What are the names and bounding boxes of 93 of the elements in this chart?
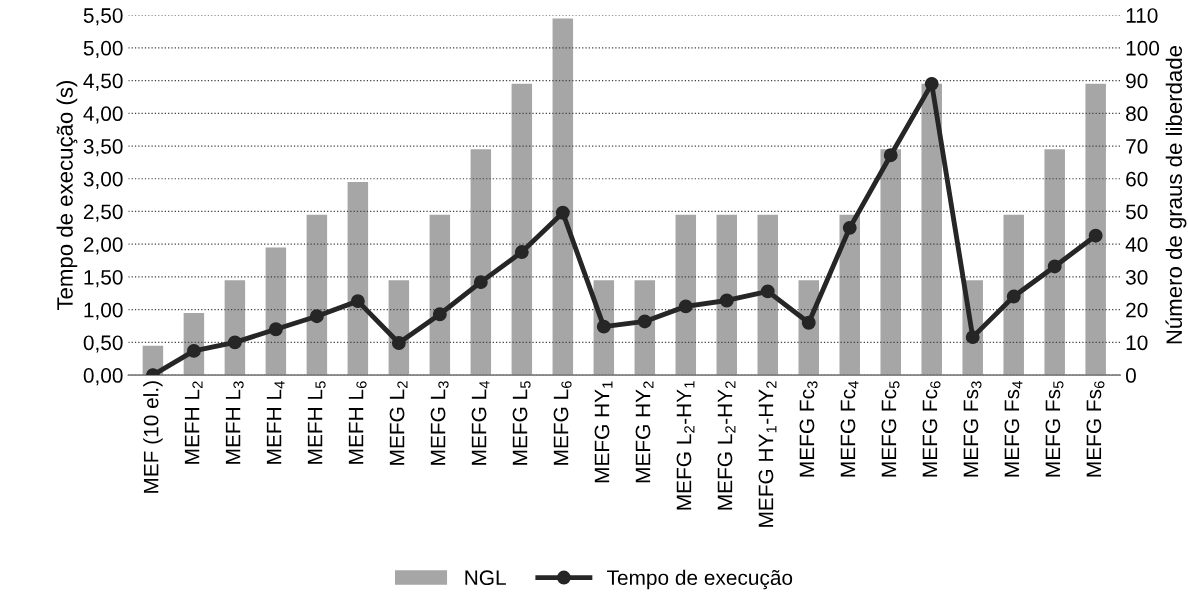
y2-tick-label: 50 bbox=[1125, 204, 1148, 220]
y2-tick-label: 40 bbox=[1125, 237, 1148, 252]
x-tick-label: MEF (10 el.) bbox=[143, 381, 163, 493]
y2-tick-label: 110 bbox=[1126, 8, 1158, 23]
bar bbox=[511, 83, 533, 376]
bar bbox=[265, 247, 287, 376]
x-tick-label: MEFG HY$_{2}$ bbox=[635, 381, 654, 483]
x-tick-label: MEFH L$_{4}$ bbox=[266, 381, 285, 464]
bar bbox=[839, 214, 860, 376]
x-tick-label: MEFH L$_{3}$ bbox=[225, 381, 244, 464]
y-tick-label: 4,50 bbox=[83, 73, 123, 91]
x-tick-label: MEFG L$_{6}$ bbox=[553, 381, 572, 465]
y2-tick-label: 10 bbox=[1126, 335, 1148, 351]
x-tick-label: MEFG Fs$_{6}$ bbox=[1086, 381, 1105, 477]
x-tick-label: MEFG L$_{2}$-HY$_{1}$ bbox=[676, 381, 695, 510]
bar bbox=[552, 18, 574, 376]
x-tick-label: MEFH L$_{2}$ bbox=[184, 381, 203, 464]
point bbox=[842, 220, 857, 235]
point bbox=[473, 275, 488, 290]
point bbox=[1006, 289, 1021, 304]
bar bbox=[757, 214, 779, 376]
y2-axis-title: Número de graus de liberdade bbox=[1165, 46, 1187, 344]
point bbox=[514, 245, 529, 259]
y2-tick-label: 100 bbox=[1126, 40, 1160, 56]
y-axis-title: Tempo de execução (s) bbox=[56, 81, 78, 311]
point bbox=[227, 335, 242, 350]
x-tick-label: MEFG L$_{4}$ bbox=[471, 380, 490, 465]
x-tick-label: MEFH L$_{6}$ bbox=[348, 381, 367, 464]
y-tick-label: 5,50 bbox=[83, 8, 123, 26]
point bbox=[719, 293, 734, 308]
y-tick-label: 3,50 bbox=[83, 139, 123, 157]
bar bbox=[1085, 83, 1106, 376]
bar bbox=[224, 280, 246, 376]
y-tick-label: 2,50 bbox=[83, 204, 123, 222]
bar bbox=[470, 149, 492, 376]
bar bbox=[1044, 149, 1065, 376]
x-tick-label: MEFH L$_{5}$ bbox=[307, 381, 326, 464]
x-tick-label: MEFG Fc$_{6}$ bbox=[922, 381, 941, 477]
y-tick-label: 1,00 bbox=[84, 302, 123, 320]
point bbox=[309, 309, 324, 324]
x-tick-label: MEFG HY$_{1}$ bbox=[594, 381, 613, 483]
bar bbox=[429, 214, 451, 376]
y-tick-label: 5,00 bbox=[83, 40, 123, 59]
y2-tick-label: 70 bbox=[1126, 139, 1148, 154]
point bbox=[391, 336, 406, 350]
point bbox=[1088, 228, 1103, 243]
y-tick-label: 2,00 bbox=[83, 237, 123, 255]
y-tick-label: 1,50 bbox=[84, 269, 123, 288]
point bbox=[555, 205, 570, 220]
y2-tick-label: 20 bbox=[1126, 302, 1148, 318]
point bbox=[965, 330, 980, 345]
point bbox=[350, 294, 365, 309]
point bbox=[186, 343, 201, 358]
point bbox=[883, 148, 898, 163]
bar bbox=[634, 280, 656, 376]
point bbox=[678, 299, 693, 314]
y2-tick-label: 30 bbox=[1125, 269, 1148, 285]
point bbox=[637, 314, 652, 329]
point bbox=[268, 322, 283, 337]
point bbox=[760, 284, 775, 299]
point bbox=[924, 76, 939, 91]
x-tick-label: MEFG L$_{2}$-HY$_{2}$ bbox=[717, 381, 736, 510]
point bbox=[596, 319, 611, 334]
bar bbox=[347, 182, 369, 376]
bar bbox=[880, 149, 901, 376]
x-tick-label: MEFG HY$_{1}$-HY$_{2}$ bbox=[758, 381, 777, 527]
x-tick-label: MEFG L$_{2}$ bbox=[389, 381, 408, 465]
y-tick-label: 3,00 bbox=[83, 171, 123, 189]
bar bbox=[675, 214, 697, 376]
point bbox=[432, 307, 447, 322]
legend-label: Tempo de execução bbox=[607, 569, 793, 590]
x-tick-label: MEFG Fc$_{5}$ bbox=[881, 381, 900, 477]
bar bbox=[306, 214, 328, 376]
x-tick-label: MEFG L$_{3}$ bbox=[430, 381, 449, 465]
bar bbox=[716, 214, 738, 376]
y2-tick-label: 0 bbox=[1125, 368, 1136, 383]
x-tick-label: MEFG Fc$_{3}$ bbox=[799, 381, 818, 477]
point bbox=[1047, 259, 1062, 274]
x-tick-label: MEFG Fs$_{3}$ bbox=[963, 381, 982, 477]
x-tick-label: MEFG L$_{5}$ bbox=[512, 381, 531, 465]
y-tick-label: 0,00 bbox=[83, 368, 123, 386]
y2-tick-label: 80 bbox=[1126, 106, 1148, 122]
x-tick-label: MEFG Fs$_{4}$ bbox=[1004, 381, 1023, 477]
x-tick-label: MEFG Fs$_{5}$ bbox=[1045, 381, 1064, 477]
bar bbox=[1003, 214, 1024, 376]
legend-label: NGL bbox=[465, 570, 506, 586]
point bbox=[801, 315, 816, 330]
y2-tick-label: 90 bbox=[1126, 73, 1148, 89]
bar bbox=[921, 83, 942, 376]
y-tick-label: 4,00 bbox=[83, 106, 123, 124]
y2-tick-label: 60 bbox=[1126, 171, 1148, 187]
x-tick-label: MEFG Fc$_{4}$ bbox=[840, 381, 859, 477]
y-tick-label: 0,50 bbox=[83, 335, 123, 353]
